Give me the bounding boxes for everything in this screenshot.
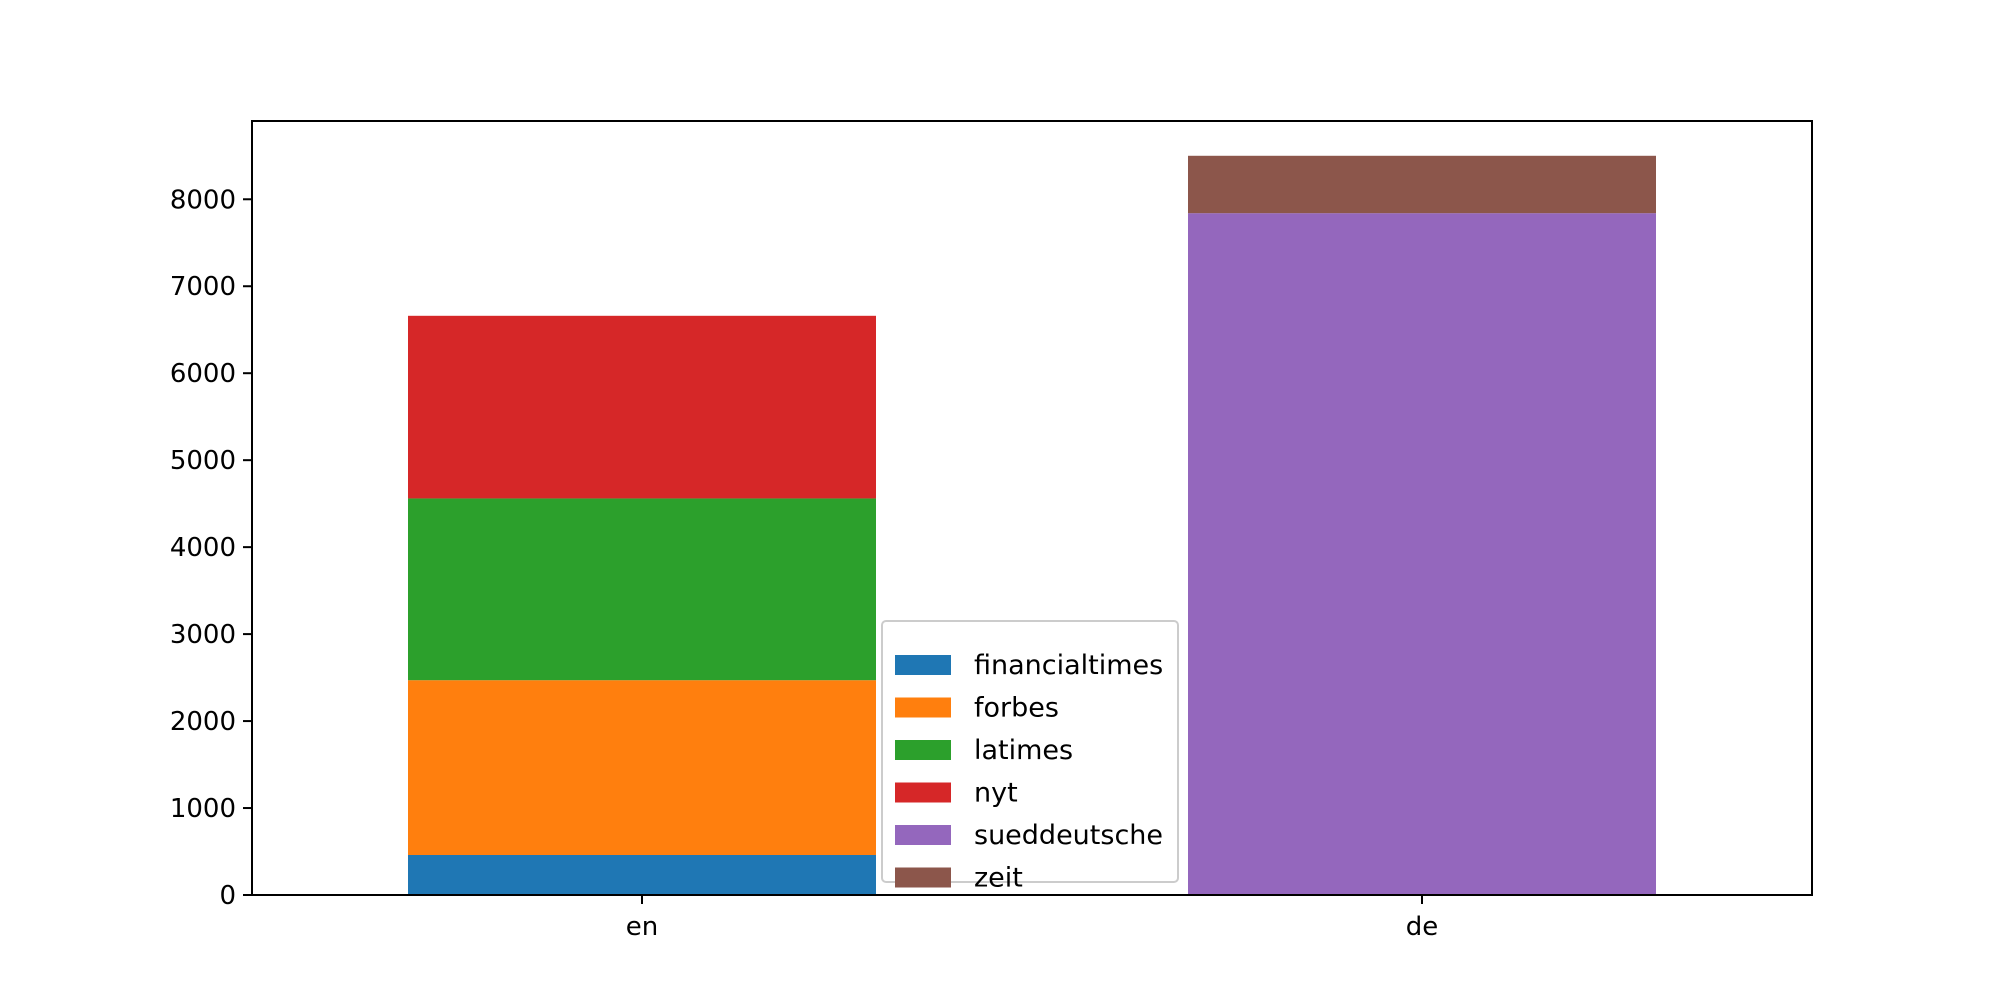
bar-segment-forbes-en bbox=[408, 680, 876, 855]
legend-swatch-financialtimes bbox=[895, 655, 951, 675]
bar-segment-latimes-en bbox=[408, 498, 876, 681]
legend-swatch-latimes bbox=[895, 740, 951, 760]
y-tick-label: 4000 bbox=[170, 533, 236, 563]
y-tick-label: 2000 bbox=[170, 707, 236, 737]
legend-label-financialtimes: financialtimes bbox=[974, 650, 1163, 681]
y-tick-label: 8000 bbox=[170, 185, 236, 215]
bar-segment-financialtimes-en bbox=[408, 854, 876, 895]
legend-label-zeit: zeit bbox=[974, 863, 1023, 894]
bar-segment-zeit-de bbox=[1188, 155, 1656, 214]
x-tick-label: en bbox=[626, 912, 658, 942]
legend: financialtimes forbes latimes nyt sueddeutsc… bbox=[881, 620, 1179, 894]
y-tick-label: 1000 bbox=[170, 794, 236, 824]
y-tick-label: 3000 bbox=[170, 620, 236, 650]
legend-label-latimes: latimes bbox=[974, 735, 1073, 766]
x-tick-label: de bbox=[1406, 912, 1439, 942]
y-tick-label: 6000 bbox=[170, 359, 236, 389]
legend-label-nyt: nyt bbox=[974, 778, 1018, 809]
legend-box bbox=[881, 620, 1179, 883]
y-axis: 0 1000 2000 3000 4000 5000 6000 7000 8000 bbox=[170, 185, 252, 911]
y-tick-label: 5000 bbox=[170, 446, 236, 476]
x-axis: en de bbox=[626, 895, 1438, 942]
legend-label-forbes: forbes bbox=[974, 693, 1059, 724]
bar-segment-nyt-en bbox=[408, 315, 876, 499]
legend-swatch-sueddeutsche bbox=[895, 825, 951, 845]
legend-swatch-nyt bbox=[895, 782, 951, 803]
bars-layer bbox=[408, 155, 1656, 895]
legend-swatch-zeit bbox=[895, 867, 951, 888]
y-tick-label: 0 bbox=[219, 881, 236, 911]
legend-swatch-forbes bbox=[895, 697, 951, 718]
bar-segment-sueddeutsche-de bbox=[1188, 213, 1656, 895]
plot-frame bbox=[251, 120, 1813, 896]
legend-label-sueddeutsche: sueddeutsche bbox=[974, 820, 1163, 851]
y-tick-label: 7000 bbox=[170, 272, 236, 302]
